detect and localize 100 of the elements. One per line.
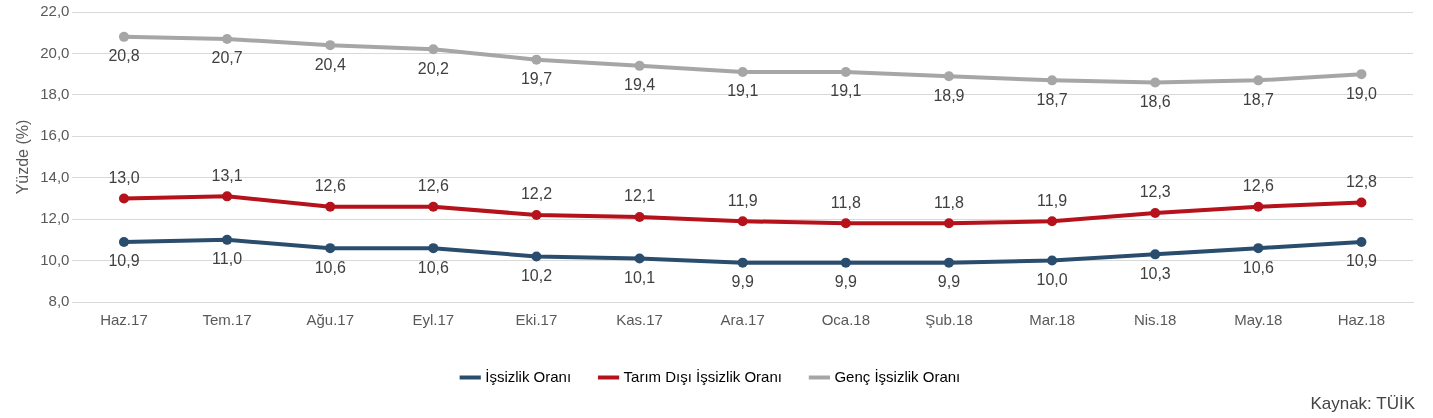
point (840, 67, 851, 78)
point (118, 193, 129, 204)
data-label: 10,9 (1345, 252, 1378, 270)
point (428, 201, 439, 212)
point (1253, 201, 1264, 212)
point (1356, 197, 1367, 208)
point (1356, 236, 1367, 247)
text: Kaynak: TÜİK (1310, 394, 1415, 414)
y-tick-label: 8,0 (48, 292, 70, 310)
data-label: 19,7 (520, 70, 553, 88)
data-label: 12,6 (417, 177, 449, 195)
data-label: 12,8 (1345, 172, 1378, 190)
data-label: 18,9 (933, 86, 965, 104)
y-tick-label: 16,0 (40, 126, 70, 144)
x-tick-label: Mar.18 (1029, 311, 1075, 329)
data-label: 10,6 (314, 258, 346, 276)
data-label: 10,0 (1036, 270, 1068, 288)
data-label: 10,6 (1242, 258, 1274, 276)
point (325, 201, 336, 212)
y-tick-label: 10,0 (40, 250, 70, 268)
point (737, 67, 748, 78)
point (1150, 249, 1161, 260)
point (325, 40, 336, 51)
point (118, 236, 129, 247)
point (531, 251, 542, 262)
point (634, 253, 645, 264)
data-label: 20,4 (314, 55, 346, 73)
data-label: 10,9 (108, 252, 140, 270)
point (325, 243, 336, 254)
point (531, 210, 542, 220)
point (737, 216, 748, 227)
point (737, 257, 748, 268)
data-label: 19,1 (830, 82, 862, 100)
point (1253, 243, 1264, 254)
legend-label: Genç İşsizlik Oranı (834, 367, 961, 385)
data-label: 18,7 (1036, 90, 1068, 108)
data-label: 10,2 (520, 266, 553, 284)
data-label: 9,9 (834, 273, 858, 291)
x-tick-label: Haz.18 (1337, 311, 1386, 329)
x-tick-label: Eki.17 (515, 311, 558, 329)
y-tick-label: 14,0 (40, 167, 70, 185)
point (222, 33, 233, 44)
point (428, 243, 439, 254)
point (840, 257, 851, 268)
data-label: 9,9 (937, 273, 961, 291)
x-tick-label: Kas.17 (616, 311, 663, 329)
data-label: 12,6 (1242, 177, 1274, 195)
y-tick-label: 22,0 (40, 2, 70, 20)
x-tick-label: Nis.18 (1133, 311, 1177, 329)
point (222, 191, 233, 202)
point (1356, 69, 1367, 80)
y-tick-label: 12,0 (40, 209, 70, 227)
data-label: 12,1 (624, 187, 656, 205)
y-tick-label: 18,0 (40, 85, 70, 102)
x-tick-label: May.18 (1234, 311, 1283, 329)
x-tick-label: Şub.18 (925, 311, 973, 329)
x-tick-label: Ara.17 (720, 311, 765, 329)
data-label: 12,6 (314, 177, 346, 195)
data-label: 11,8 (933, 193, 965, 211)
point (1253, 75, 1264, 86)
data-label: 18,7 (1242, 90, 1274, 108)
point (943, 257, 954, 268)
y-tick-label: 20,0 (40, 43, 70, 61)
data-label: 11,9 (1037, 191, 1068, 209)
point (1047, 75, 1058, 86)
x-tick-label: Haz.17 (100, 311, 148, 329)
data-label: 19,4 (624, 76, 656, 94)
data-label: 10,3 (1139, 264, 1171, 282)
point (531, 54, 542, 65)
point (943, 71, 954, 82)
data-label: 12,3 (1139, 183, 1171, 201)
point (1047, 216, 1058, 227)
point (840, 218, 851, 229)
data-label: 13,1 (211, 166, 243, 184)
data-label: 19,0 (1345, 84, 1378, 102)
legend-label: İşsizlik Oranı (485, 367, 572, 385)
data-label: 18,6 (1139, 92, 1171, 110)
data-label: 12,2 (520, 185, 553, 203)
point (118, 31, 129, 42)
point (1047, 255, 1058, 266)
point (634, 60, 645, 71)
data-label: 20,7 (211, 49, 243, 67)
data-label: 20,8 (108, 47, 140, 65)
point (943, 218, 954, 229)
y-axis-title: Yüzde (%) (14, 119, 32, 195)
data-label: 10,6 (417, 258, 449, 276)
x-tick-label: Oca.18 (821, 311, 871, 329)
data-label: 11,9 (727, 191, 758, 209)
data-label: 10,1 (624, 268, 656, 286)
point (428, 44, 439, 55)
data-label: 13,0 (108, 168, 140, 186)
data-label: 9,9 (731, 273, 754, 291)
data-label: 19,1 (727, 82, 759, 100)
legend-label: Tarım Dışı İşsizlik Oranı (623, 367, 782, 385)
point (1150, 207, 1161, 218)
x-tick-label: Eyl.17 (412, 311, 455, 329)
point (1150, 77, 1161, 88)
point (222, 234, 233, 245)
data-label: 11,8 (830, 193, 861, 211)
data-label: 20,2 (417, 59, 449, 77)
